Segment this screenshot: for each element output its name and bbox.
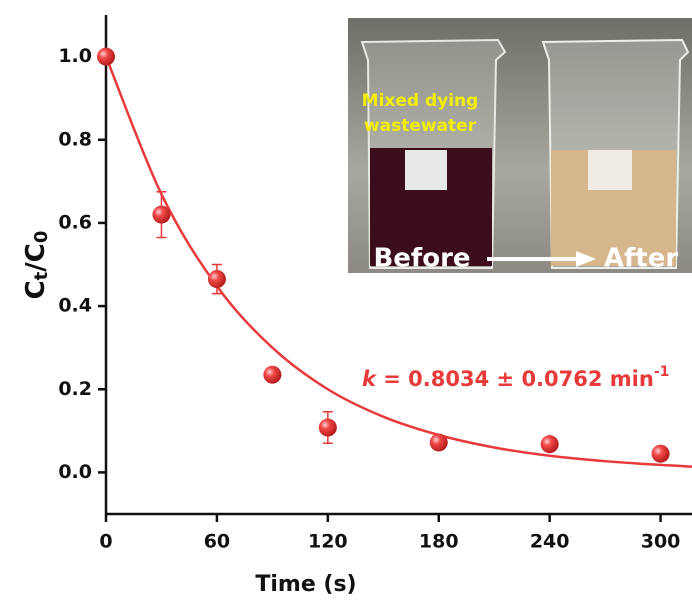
annotation-text: = 0.8034 ± 0.0762 min	[376, 367, 654, 391]
x-tick-label: 300	[641, 531, 681, 553]
y-tick-label: 0.8	[58, 128, 92, 150]
x-tick-label: 0	[99, 531, 112, 553]
data-point	[319, 419, 337, 437]
x-tick-label: 60	[204, 531, 230, 553]
x-tick-label: 240	[530, 531, 570, 553]
y-tick-label: 0.2	[58, 378, 92, 400]
data-point	[541, 435, 559, 453]
data-point	[430, 433, 448, 451]
data-point	[152, 206, 170, 224]
y-tick-label: 0.6	[58, 211, 92, 233]
annotation-sup: -1	[654, 364, 670, 380]
y-axis-label: Ct/C0	[21, 231, 53, 300]
y-tick-label: 0.4	[58, 295, 92, 317]
data-point	[652, 445, 670, 463]
x-axis-label: Time (s)	[255, 572, 356, 597]
y-tick-label: 1.0	[58, 45, 92, 67]
fit-annotation: k = 0.8034 ± 0.0762 min-1	[362, 364, 669, 391]
data-point	[263, 366, 281, 384]
inset-caption: wastewater	[364, 116, 477, 136]
inset-before: Before	[373, 244, 470, 274]
inset-after: After	[604, 244, 678, 274]
x-tick-label: 180	[419, 531, 459, 553]
data-point	[208, 270, 226, 288]
data-point	[97, 48, 115, 66]
y-label-part: C	[21, 280, 51, 299]
inset-caption: Mixed dying	[362, 91, 479, 111]
y-label-part: /C	[21, 243, 51, 272]
y-label-sub: 0	[31, 231, 52, 244]
inset-photo: Mixed dying wastewater Before After	[348, 18, 692, 274]
x-tick-label: 120	[308, 531, 348, 553]
y-tick-label: 0.0	[58, 461, 92, 483]
chart: Mixed dying wastewater Before After Time…	[0, 0, 692, 603]
